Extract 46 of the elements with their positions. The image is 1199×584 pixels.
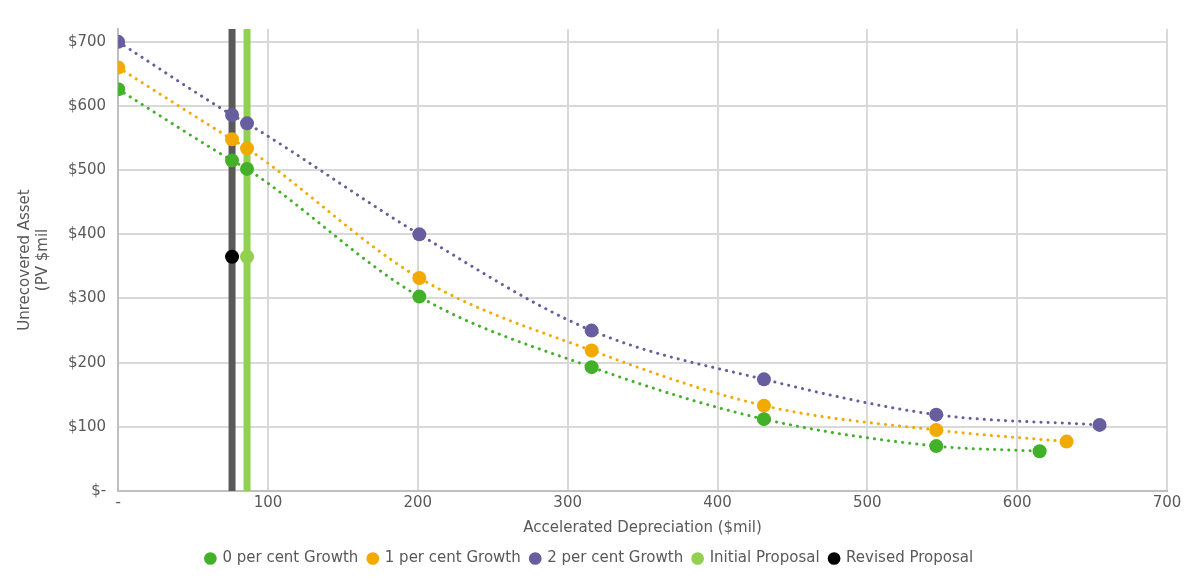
- point: [412, 289, 427, 304]
- y-tick-label: $400: [67, 224, 107, 243]
- point: [225, 107, 240, 122]
- x-axis-title: Accelerated Depreciation ($mil): [523, 517, 762, 536]
- point: [1059, 434, 1074, 449]
- legend-label: 2 per cent Growth: [547, 548, 684, 567]
- x-tick-label: 400: [703, 492, 732, 511]
- point: [929, 423, 944, 438]
- legend-label: Revised Proposal: [846, 548, 974, 567]
- y-tick-label: $600: [67, 95, 107, 114]
- x-tick-label: 100: [253, 492, 283, 511]
- y-tick-label: $200: [67, 352, 107, 371]
- y-tick-label: $-: [91, 480, 107, 499]
- point: [584, 360, 599, 375]
- legend-label: 1 per cent Growth: [384, 548, 521, 567]
- y-tick-label: $500: [67, 160, 107, 179]
- point: [756, 372, 771, 387]
- x-tick-label: 300: [553, 492, 582, 511]
- legend-label: Initial Proposal: [709, 548, 820, 567]
- point: [584, 343, 599, 358]
- point: [225, 153, 240, 168]
- x-tick-label: 700: [1152, 492, 1182, 511]
- point: [412, 227, 427, 242]
- point: [1032, 444, 1047, 459]
- x-tick-label: 500: [853, 492, 882, 511]
- x-tick-label: -: [115, 492, 121, 511]
- point: [929, 439, 944, 454]
- point: [240, 141, 255, 156]
- y-tick-label: $300: [67, 288, 107, 307]
- point: [929, 407, 944, 422]
- point: [584, 323, 599, 338]
- x-tick-label: 600: [1002, 492, 1032, 511]
- point: [225, 132, 240, 147]
- y-tick-label: $700: [67, 31, 107, 50]
- point: [756, 398, 771, 413]
- point: [240, 161, 255, 176]
- point: [756, 412, 771, 427]
- legend-label: 0 per cent Growth: [222, 548, 359, 567]
- point: [412, 270, 427, 285]
- point: [240, 249, 255, 264]
- point: [1092, 417, 1107, 432]
- x-tick-label: 200: [403, 492, 433, 511]
- point: [225, 249, 240, 264]
- y-tick-label: $100: [67, 416, 107, 435]
- point: [240, 116, 255, 131]
- y-axis-title: Unrecovered Asset (PV $mil: [14, 189, 51, 331]
